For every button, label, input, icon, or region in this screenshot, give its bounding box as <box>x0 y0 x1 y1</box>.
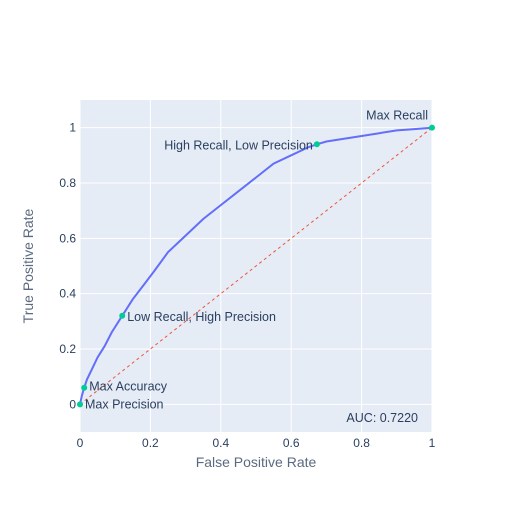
grid-lines <box>79 100 433 432</box>
auc-label: AUC: 0.7220 <box>346 411 418 425</box>
annotation-label: High Recall, Low Precision <box>164 138 313 152</box>
threshold-marker <box>81 384 88 391</box>
annotation-label: Max Precision <box>85 397 164 411</box>
y-tick-label: 0.4 <box>59 287 76 301</box>
threshold-marker <box>429 124 435 131</box>
y-tick-label: 0.6 <box>59 231 76 245</box>
x-tick-label: 0.8 <box>353 436 370 450</box>
x-axis-title: False Positive Rate <box>196 454 317 470</box>
x-tick-label: 0.2 <box>142 436 159 450</box>
x-tick-label: 0.4 <box>212 436 229 450</box>
y-tick-label: 0 <box>69 397 76 411</box>
roc-curve <box>79 126 433 405</box>
y-tick-label: 1 <box>69 121 76 135</box>
y-tick-labels: 0 0.2 0.4 0.6 0.8 1 <box>59 121 76 412</box>
y-tick-label: 0.8 <box>59 176 76 190</box>
annotation-label: Max Accuracy <box>89 380 168 394</box>
threshold-marker <box>119 312 126 319</box>
x-tick-label: 0.6 <box>283 436 300 450</box>
annotation-label: Max Recall <box>366 109 428 123</box>
annotation-labels: Max Recall High Recall, Low Precision Low … <box>85 109 428 412</box>
diagonal-reference-line <box>79 127 433 405</box>
annotation-label: Low Recall, High Precision <box>127 310 276 324</box>
y-tick-label: 0.2 <box>59 342 76 356</box>
x-tick-label: 1 <box>429 436 436 450</box>
threshold-marker <box>313 141 320 148</box>
x-tick-label: 0 <box>77 436 84 450</box>
threshold-markers <box>77 124 435 408</box>
y-axis-title: True Positive Rate <box>20 208 36 323</box>
threshold-marker <box>77 401 83 408</box>
x-tick-labels: 0 0.2 0.4 0.6 0.8 1 <box>77 436 436 450</box>
